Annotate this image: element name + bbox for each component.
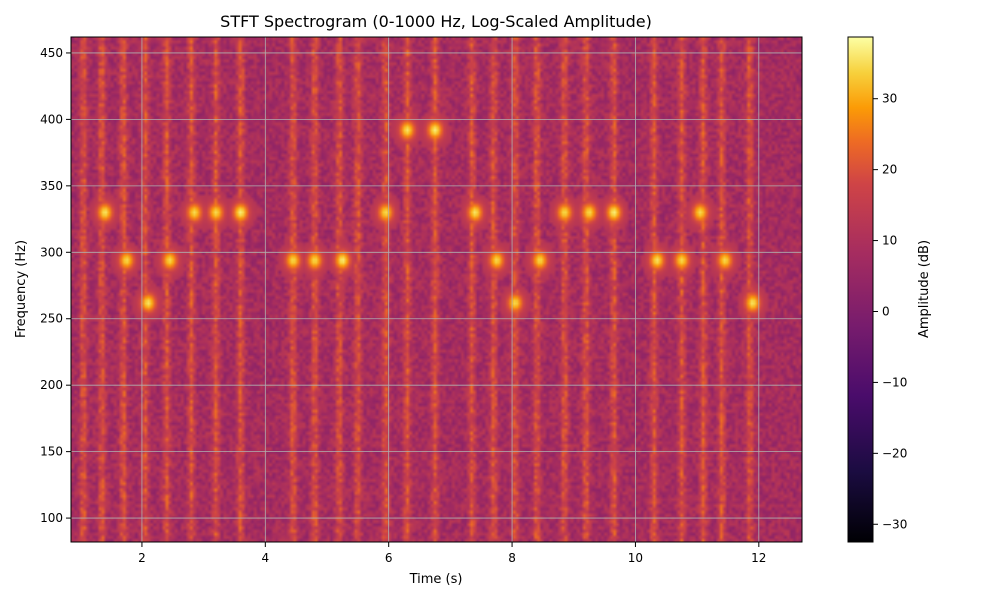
y-tick-label: 300 (40, 245, 63, 259)
colorbar: −30 −20 −10 0 10 20 30 Amplitude (dB) (847, 36, 932, 543)
colorbar-tick-label: 10 (882, 234, 897, 248)
x-tick-label: 10 (628, 551, 643, 565)
colorbar-tick-label: 30 (882, 92, 897, 106)
y-tick-label: 450 (40, 46, 63, 60)
y-tick-label: 350 (40, 179, 63, 193)
x-axis-label: Time (s) (409, 572, 463, 587)
heatmap-image (71, 37, 802, 542)
colorbar-tick-label: 0 (882, 304, 890, 318)
x-tick-label: 2 (138, 551, 146, 565)
y-tick-label: 150 (40, 445, 63, 459)
y-axis-label: Frequency (Hz) (14, 240, 29, 338)
x-tick-label: 8 (508, 551, 516, 565)
chart-title: STFT Spectrogram (0-1000 Hz, Log-Scaled … (220, 12, 652, 31)
colorbar-tick-label: 20 (882, 163, 897, 177)
colorbar-gradient (847, 36, 874, 543)
x-tick-label: 4 (261, 551, 269, 565)
colorbar-label: Amplitude (dB) (917, 240, 932, 338)
grid-lines (71, 37, 802, 542)
colorbar-tick-label: −10 (882, 375, 907, 389)
y-tick-label: 400 (40, 112, 63, 126)
y-tick-label: 250 (40, 312, 63, 326)
y-tick-label: 200 (40, 378, 63, 392)
y-axis: 100 150 200 250 300 350 400 450 (40, 46, 71, 525)
x-tick-label: 6 (385, 551, 393, 565)
x-tick-label: 12 (751, 551, 766, 565)
plot-frame (70, 36, 803, 543)
colorbar-axis: −30 −20 −10 0 10 20 30 (873, 92, 907, 531)
colorbar-tick-label: −30 (882, 517, 907, 531)
y-tick-label: 100 (40, 511, 63, 525)
plot-area (70, 36, 803, 543)
colorbar-tick-label: −20 (882, 446, 907, 460)
x-axis: 2 4 6 8 10 12 (138, 542, 766, 565)
